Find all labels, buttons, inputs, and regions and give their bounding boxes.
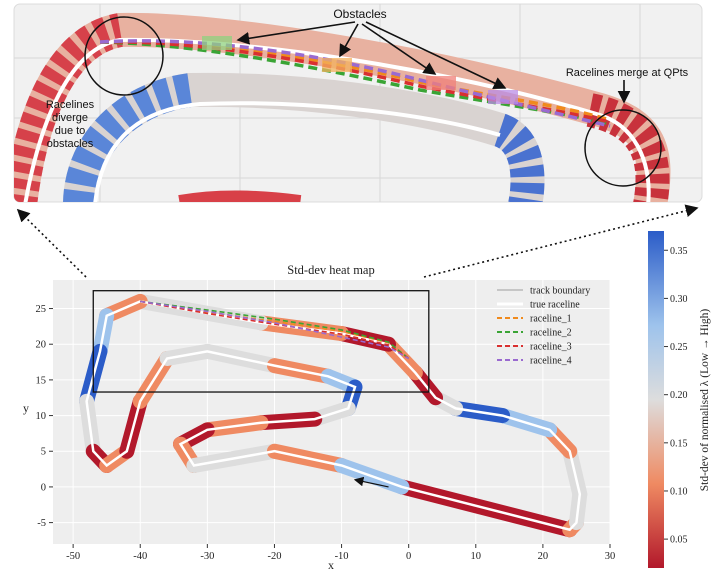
y-tick-label: 10 [36, 411, 47, 422]
x-tick-label: 0 [406, 551, 411, 562]
merge-circle [584, 109, 662, 187]
legend: track boundary true raceline raceline_1rac… [497, 286, 590, 367]
diverge-circle [84, 16, 164, 96]
legend-label: raceline_1 [530, 314, 572, 325]
racelines [140, 300, 410, 360]
diverge-label-line: due to [55, 125, 86, 137]
diverge-label: Racelines diverge due to obstacles [46, 99, 95, 150]
x-tick-label: -30 [200, 551, 214, 562]
colorbar-tick-label: 0.10 [670, 486, 688, 497]
legend-label: raceline_2 [530, 328, 572, 339]
zoom-raceline-3 [99, 40, 611, 124]
legend-label: track boundary [530, 286, 590, 297]
direction-arrow [353, 476, 389, 488]
colorbar-ticks: 0.05 0.10 0.15 0.20 0.25 0.30 0.35 [664, 246, 688, 546]
diverge-label-line: obstacles [47, 138, 94, 150]
x-tick-label: 20 [538, 551, 549, 562]
zoom-connectors [16, 204, 699, 278]
obstacle-4 [488, 90, 518, 104]
colorbar-tick-label: 0.20 [670, 390, 688, 401]
obstacle-2 [322, 58, 352, 72]
colorbar-label: Std-dev of normalised λ (Low → High) [699, 309, 711, 492]
colorbar-tick-label: 0.15 [670, 438, 688, 449]
legend-label: raceline_3 [530, 342, 572, 353]
zoom-true-raceline-inner [93, 101, 501, 202]
x-axis-label: x [328, 558, 334, 572]
raceline-raceline_2 [140, 300, 410, 360]
y-tick-label: 25 [36, 304, 47, 315]
zoom-raceline-2 [99, 40, 611, 126]
raceline-raceline_4 [140, 300, 410, 360]
legend-label: true raceline [530, 300, 580, 311]
colorbar: 0.05 0.10 0.15 0.20 0.25 0.30 0.35 Std-dev of … [648, 231, 711, 568]
y-tick-label: 5 [41, 447, 46, 458]
obstacles-label: Obstacles [333, 7, 386, 21]
zoom-inset: Obstacles Racelines merge at QPts Raceli… [13, 3, 703, 203]
zoom-track-top-hot [14, 13, 124, 202]
zoom-box [92, 290, 430, 393]
y-tick-label: 20 [36, 340, 47, 351]
x-ticks: -50 -40 -30 -20 -10 0 10 20 30 [66, 544, 615, 562]
direction-arrow-line [353, 476, 389, 488]
x-tick-label: -20 [267, 551, 281, 562]
zoom-true-raceline [23, 37, 651, 202]
x-tick-label: -10 [335, 551, 349, 562]
x-tick-label: -50 [66, 551, 80, 562]
diverge-label-line: Racelines [46, 99, 95, 111]
colorbar-tick-label: 0.30 [670, 294, 688, 305]
x-tick-label: 30 [605, 551, 616, 562]
zoom-raceline-4 [99, 39, 611, 128]
y-tick-label: 15 [36, 375, 47, 386]
zoom-track-inner-right [492, 113, 545, 202]
legend-label: raceline_4 [530, 356, 572, 367]
chart-title: Std-dev heat map [287, 263, 374, 277]
track-heatmap [79, 293, 588, 538]
y-tick-label: -5 [37, 518, 46, 529]
x-tick-label: -40 [133, 551, 147, 562]
colorbar-gradient [648, 231, 664, 568]
merge-label: Racelines merge at QPts [566, 67, 689, 79]
colorbar-tick-label: 0.35 [670, 246, 688, 257]
obstacle-arrows [236, 21, 631, 104]
diverge-label-line: diverge [52, 112, 88, 124]
true-raceline [85, 300, 582, 532]
y-tick-label: 0 [41, 482, 46, 493]
obstacle-1 [202, 36, 232, 50]
obstacle-3 [426, 76, 456, 90]
colorbar-tick-label: 0.05 [670, 535, 688, 546]
x-tick-label: 10 [471, 551, 482, 562]
colorbar-tick-label: 0.25 [670, 342, 688, 353]
y-ticks: -5 0 5 10 15 20 25 [36, 304, 53, 529]
y-axis-label: y [23, 401, 29, 415]
zoom-track-inner-blue [63, 73, 193, 202]
zoom-track-bottom [178, 190, 302, 202]
